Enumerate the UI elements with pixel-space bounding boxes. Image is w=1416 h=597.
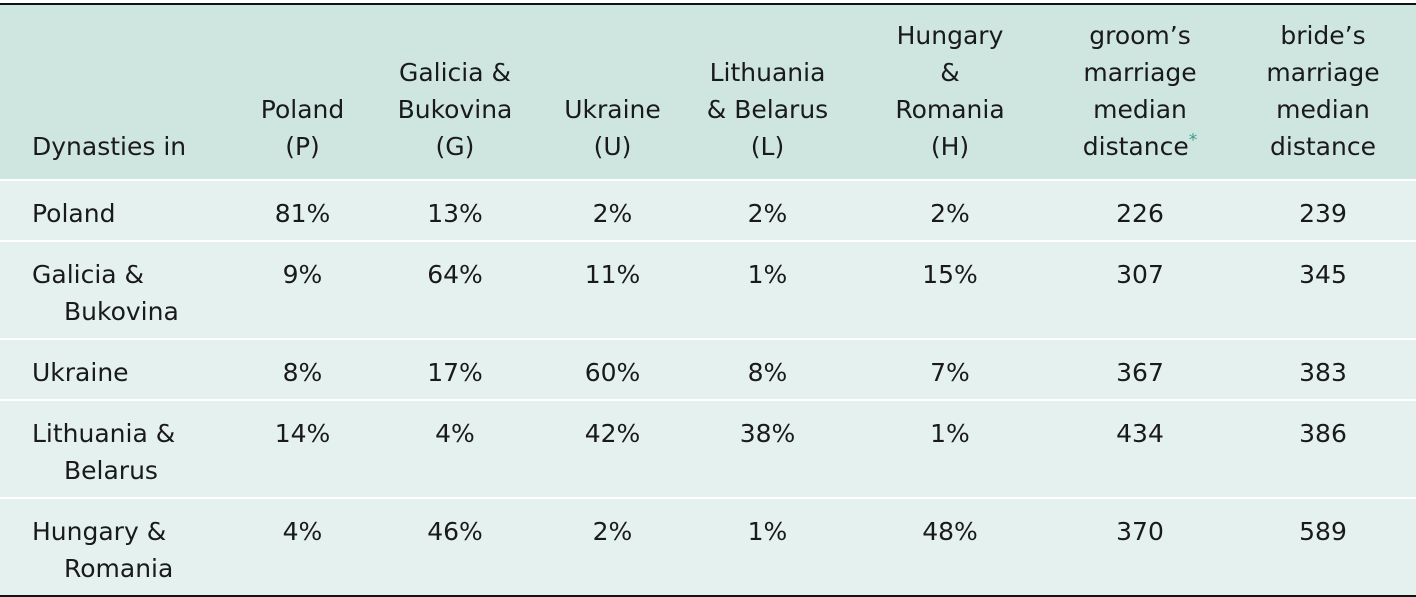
header-line: Galicia & xyxy=(398,58,512,87)
table-row: Ukraine 8% 17% 60% 8% 7% 367 383 xyxy=(0,339,1416,400)
header-line: median xyxy=(1093,95,1187,124)
table-cell: 81% xyxy=(274,199,331,228)
table-cell: 239 xyxy=(1299,199,1347,228)
header-cell: Ukraine (U) xyxy=(540,4,685,180)
table-row: Hungary & Romania 4% 46% 2% 1% 48% 370 589 xyxy=(0,498,1416,596)
row-label: Galicia & Bukovina xyxy=(0,241,235,339)
table-cell: 42% xyxy=(584,419,641,448)
table-cell: 386 xyxy=(1299,419,1347,448)
header-cell: groom’s marriage median distance* xyxy=(1050,4,1230,180)
table-cell: 17% xyxy=(427,358,483,387)
table-cell: 8% xyxy=(747,358,788,387)
table-cell: 226 xyxy=(1116,199,1164,228)
row-label: Hungary & Romania xyxy=(0,498,235,596)
table-body: Poland 81% 13% 2% 2% 2% 226 239 Galicia & Bukovin… xyxy=(0,180,1416,596)
header-line: Poland xyxy=(260,95,345,124)
header-line: Ukraine xyxy=(564,95,661,124)
table-row: Galicia & Bukovina 9% 64% 11% 1% 15% 307 345 xyxy=(0,241,1416,339)
header-cell: Galicia & Bukovina (G) xyxy=(370,4,540,180)
table-cell: 589 xyxy=(1299,517,1347,546)
table-cell: 48% xyxy=(922,517,978,546)
table-cell: 11% xyxy=(584,260,641,289)
header-cell: Poland (P) xyxy=(235,4,370,180)
row-label: Poland xyxy=(0,180,235,241)
header-cell: Dynasties in xyxy=(0,4,235,180)
table-cell: 15% xyxy=(922,260,978,289)
header-line: Bukovina xyxy=(397,95,513,124)
table-cell: 2% xyxy=(747,199,788,228)
row-label-line: Lithuania & xyxy=(32,419,176,448)
table-cell: 383 xyxy=(1299,358,1347,387)
header-line: (U) xyxy=(593,132,632,161)
row-label-line: Hungary & xyxy=(32,517,167,546)
header-line: (H) xyxy=(930,132,970,161)
table-cell: 2% xyxy=(592,199,633,228)
table-cell: 1% xyxy=(747,260,788,289)
table-cell: 345 xyxy=(1299,260,1347,289)
header-line: distance* xyxy=(1082,130,1198,161)
row-label: Ukraine xyxy=(0,339,235,400)
table-cell: 13% xyxy=(427,199,483,228)
table-cell: 4% xyxy=(435,419,475,448)
header-line: median xyxy=(1276,95,1370,124)
data-table: Dynasties in Poland (P) Galicia & Bukovina (G… xyxy=(0,3,1416,597)
header-line: (L) xyxy=(750,132,785,161)
table-cell: 64% xyxy=(427,260,483,289)
row-label-line: Bukovina xyxy=(64,297,179,326)
table-cell: 1% xyxy=(930,419,970,448)
header-line: Dynasties in xyxy=(32,132,187,161)
row-label-line: Ukraine xyxy=(32,358,129,387)
table-cell: 7% xyxy=(930,358,970,387)
header-line: Hungary xyxy=(896,21,1004,50)
table-row: Lithuania & Belarus 14% 4% 42% 38% 1% 434 386 xyxy=(0,400,1416,498)
header-line: (P) xyxy=(285,132,320,161)
table-cell: 9% xyxy=(282,260,323,289)
table-cell: 370 xyxy=(1116,517,1164,546)
header-line: bride’s xyxy=(1280,21,1366,50)
table-cell: 2% xyxy=(592,517,633,546)
table-header: Dynasties in Poland (P) Galicia & Bukovina (G… xyxy=(0,4,1416,180)
header-cell: Lithuania & Belarus (L) xyxy=(685,4,850,180)
header-line: groom’s xyxy=(1089,21,1191,50)
table-cell: 8% xyxy=(282,358,323,387)
header-line: Lithuania xyxy=(709,58,826,87)
table-cell: 2% xyxy=(930,199,970,228)
header-row: Dynasties in Poland (P) Galicia & Bukovina (G… xyxy=(0,4,1416,180)
table-cell: 367 xyxy=(1116,358,1164,387)
header-line: marriage xyxy=(1083,58,1197,87)
table-cell: 434 xyxy=(1116,419,1164,448)
row-label-line: Poland xyxy=(32,199,116,228)
table-cell: 46% xyxy=(427,517,483,546)
page: {"table": { "header": [ ["Dynasties in"]… xyxy=(0,3,1416,596)
header-cell: bride’s marriage median distance xyxy=(1230,4,1416,180)
table-cell: 4% xyxy=(282,517,323,546)
table-row: Poland 81% 13% 2% 2% 2% 226 239 xyxy=(0,180,1416,241)
row-label-line: Romania xyxy=(64,554,174,583)
table-cell: 60% xyxy=(584,358,641,387)
header-line: Romania xyxy=(895,95,1005,124)
header-line: & Belarus xyxy=(706,95,829,124)
header-line: (G) xyxy=(435,132,475,161)
header-line: marriage xyxy=(1266,58,1380,87)
table-cell: 14% xyxy=(274,419,331,448)
header-line: & xyxy=(940,58,960,87)
row-label-line: Galicia & xyxy=(32,260,145,289)
header-cell: Hungary & Romania (H) xyxy=(850,4,1050,180)
footnote-mark: * xyxy=(1188,130,1198,151)
table-cell: 38% xyxy=(739,419,796,448)
table-cell: 307 xyxy=(1116,260,1164,289)
table-cell: 1% xyxy=(747,517,788,546)
header-line: distance xyxy=(1270,132,1376,161)
row-label-line: Belarus xyxy=(64,456,158,485)
row-label: Lithuania & Belarus xyxy=(0,400,235,498)
